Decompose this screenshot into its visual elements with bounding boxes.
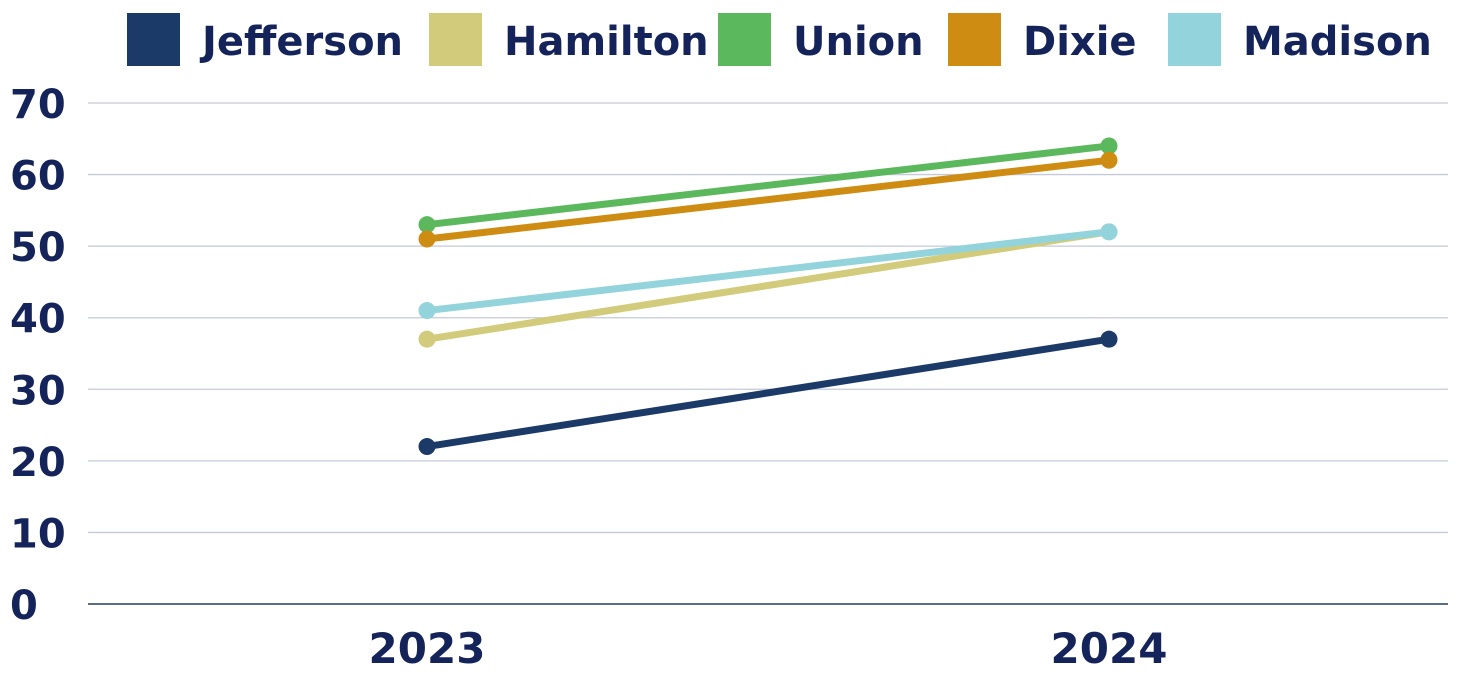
series-line-union: [423, 142, 1113, 229]
y-tick-label-20: 20: [10, 440, 66, 486]
data-point-union-2024: [1100, 137, 1118, 155]
legend-item-madison: Madison: [1168, 13, 1432, 66]
data-point-jefferson-2024: [1100, 330, 1118, 348]
x-tick-label-2023: 2023: [369, 624, 486, 669]
y-tick-label-40: 40: [10, 297, 66, 343]
data-point-dixie-2024: [1100, 151, 1118, 169]
series-line-hamilton: [423, 228, 1113, 343]
legend-label-madison: Madison: [1243, 19, 1432, 65]
legend-item-union: Union: [718, 13, 924, 66]
data-point-madison-2024: [1100, 223, 1118, 241]
legend-swatch-madison: [1168, 13, 1221, 66]
legend-item-hamilton: Hamilton: [429, 13, 709, 66]
series-dixie: [418, 151, 1118, 248]
y-tick-label-30: 30: [10, 368, 66, 414]
legend-label-jefferson: Jefferson: [199, 19, 403, 65]
legend-item-jefferson: Jefferson: [127, 13, 403, 66]
data-point-dixie-2023: [418, 230, 436, 248]
y-tick-label-0: 0: [10, 583, 38, 629]
y-tick-label-60: 60: [10, 154, 66, 200]
data-point-jefferson-2023: [418, 438, 436, 456]
series-union: [418, 137, 1118, 234]
x-axis: 2023 2024: [369, 624, 1168, 673]
data-point-union-2023: [418, 216, 436, 234]
gridlines: [88, 102, 1448, 605]
legend-swatch-union: [718, 13, 771, 66]
y-tick-label-10: 10: [10, 511, 66, 557]
data-point-madison-2023: [418, 302, 436, 320]
y-axis: 0 10 20 30 40 50 60 70: [10, 82, 66, 629]
legend: Jefferson Hamilton Union Dixie Madison: [127, 13, 1432, 66]
legend-swatch-hamilton: [429, 13, 482, 66]
series-madison: [418, 223, 1118, 320]
legend-item-dixie: Dixie: [948, 13, 1137, 66]
x-tick-label-2024: 2024: [1051, 624, 1168, 669]
plot-area: [418, 137, 1118, 456]
series-jefferson: [418, 330, 1118, 456]
series-line-madison: [423, 228, 1113, 315]
data-point-hamilton-2023: [418, 330, 436, 348]
series-line-dixie: [423, 156, 1113, 243]
legend-swatch-jefferson: [127, 13, 180, 66]
y-tick-label-70: 70: [10, 82, 66, 128]
series-line-jefferson: [423, 335, 1113, 451]
legend-label-hamilton: Hamilton: [504, 19, 709, 65]
y-tick-label-50: 50: [10, 225, 66, 271]
legend-label-union: Union: [793, 19, 924, 65]
legend-label-dixie: Dixie: [1023, 19, 1137, 65]
legend-swatch-dixie: [948, 13, 1001, 66]
